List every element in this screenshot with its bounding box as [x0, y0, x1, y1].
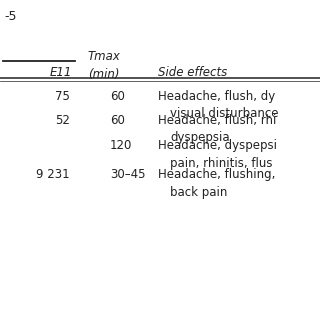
Text: 75: 75 [55, 90, 70, 103]
Text: Tmax: Tmax [88, 50, 121, 63]
Text: 60: 60 [110, 90, 125, 103]
Text: 52: 52 [55, 114, 70, 127]
Text: Headache, flushing,: Headache, flushing, [158, 168, 276, 181]
Text: E11: E11 [50, 66, 72, 79]
Text: -5: -5 [4, 10, 17, 23]
Text: Headache, flush, dy: Headache, flush, dy [158, 90, 275, 103]
Text: 9 231: 9 231 [36, 168, 70, 181]
Text: Headache, dyspepsi: Headache, dyspepsi [158, 139, 277, 152]
Text: back pain: back pain [170, 186, 228, 199]
Text: dyspepsia: dyspepsia [170, 131, 230, 144]
Text: 60: 60 [110, 114, 125, 127]
Text: pain, rhinitis, flus: pain, rhinitis, flus [170, 157, 273, 170]
Text: visual disturbance: visual disturbance [170, 107, 278, 120]
Text: (min): (min) [88, 68, 119, 81]
Text: 30–45: 30–45 [110, 168, 146, 181]
Text: Headache, flush, rhi: Headache, flush, rhi [158, 114, 276, 127]
Text: Side effects: Side effects [158, 66, 227, 79]
Text: 120: 120 [110, 139, 132, 152]
